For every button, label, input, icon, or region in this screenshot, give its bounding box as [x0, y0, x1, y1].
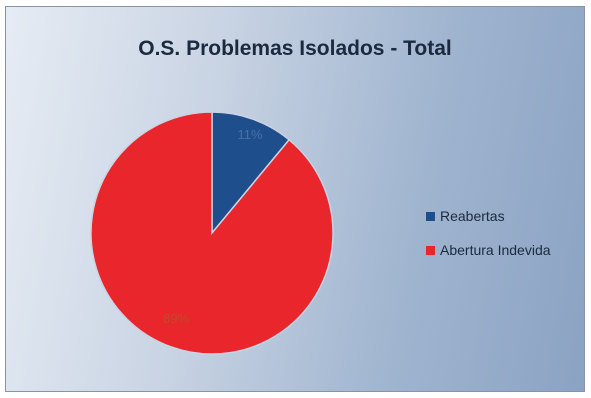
- pie-chart: 11% 89%: [90, 111, 334, 355]
- legend-swatch-abertura-indevida: [426, 245, 435, 255]
- pie-slice-reabertas: [211, 111, 291, 236]
- chart-frame: O.S. Problemas Isolados - Total 11% 89% R…: [5, 6, 585, 392]
- chart-title: O.S. Problemas Isolados - Total: [138, 37, 452, 60]
- legend: Reabertas Abertura Indevida: [426, 205, 551, 273]
- pie-label-reabertas: 11%: [237, 127, 262, 142]
- legend-item-reabertas: Reabertas: [426, 205, 551, 227]
- legend-swatch-reabertas: [426, 211, 435, 221]
- legend-label-reabertas: Reabertas: [440, 208, 505, 224]
- legend-label-abertura-indevida: Abertura Indevida: [440, 242, 551, 258]
- pie-label-abertura-indevida: 89%: [163, 311, 189, 326]
- legend-item-abertura-indevida: Abertura Indevida: [426, 239, 551, 261]
- pie-slice-abertura-indevida: [90, 111, 334, 355]
